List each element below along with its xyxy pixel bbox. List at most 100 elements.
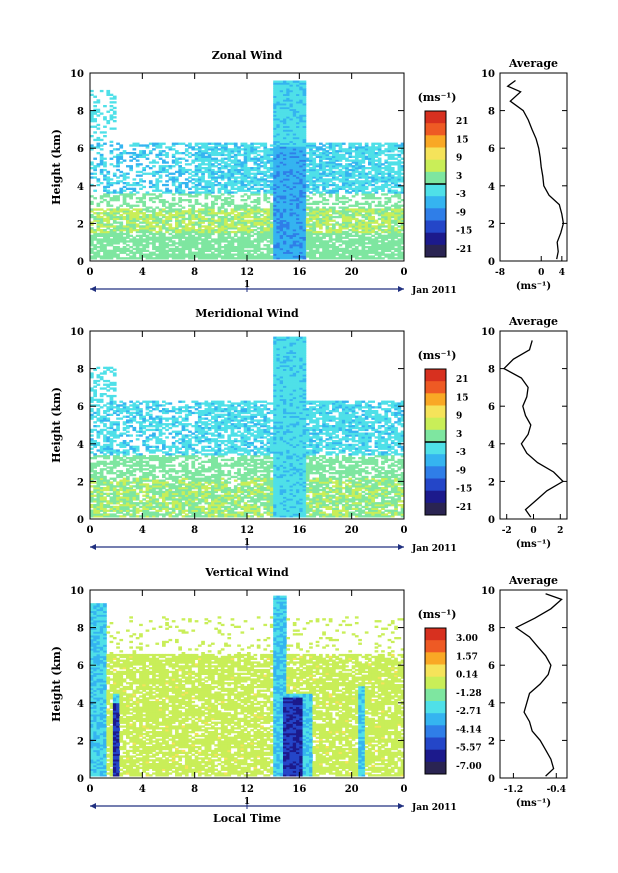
heatmap-cell — [289, 101, 294, 104]
heatmap-cell — [312, 244, 317, 247]
heatmap-cell — [152, 225, 156, 228]
heatmap-cell — [230, 255, 235, 258]
heatmap-cell — [325, 174, 330, 177]
heatmap-cell — [299, 227, 303, 230]
heatmap-cell — [243, 183, 248, 187]
heatmap-cell — [289, 185, 294, 189]
heatmap-cell — [335, 215, 339, 219]
heatmap-cell — [354, 150, 359, 153]
heatmap-cell — [299, 214, 303, 217]
heatmap-cell — [341, 257, 346, 260]
heatmap-cell — [224, 153, 228, 157]
heatmap-cell — [211, 219, 215, 222]
heatmap-cell — [322, 232, 326, 236]
heatmap-cell — [253, 219, 258, 222]
heatmap-cell — [299, 191, 303, 194]
heatmap-cell — [286, 146, 290, 149]
heatmap-cell — [319, 210, 323, 213]
heatmap-cell — [328, 168, 333, 172]
heatmap-cell — [312, 150, 317, 153]
heatmap-cell — [276, 114, 281, 117]
heatmap-cell — [220, 185, 225, 189]
heatmap-cell — [240, 230, 245, 234]
heatmap-cell — [188, 217, 192, 221]
heatmap-cell — [93, 229, 97, 232]
heatmap-cell — [338, 238, 343, 241]
heatmap-cell — [328, 161, 333, 164]
heatmap-cell — [112, 242, 117, 245]
heatmap-cell — [243, 230, 248, 234]
heatmap-cell — [191, 191, 196, 194]
heatmap-cell — [207, 193, 212, 196]
heatmap-cell — [191, 251, 196, 254]
heatmap-cell — [142, 234, 146, 237]
heatmap-cell — [93, 251, 97, 254]
heatmap-cell — [132, 214, 137, 217]
heatmap-cell — [224, 229, 228, 232]
heatmap-cell — [325, 191, 330, 194]
heatmap-cell — [328, 189, 333, 192]
heatmap-cell — [269, 217, 274, 221]
heatmap-cell — [204, 227, 209, 230]
heatmap-cell — [397, 153, 402, 157]
heatmap-cell — [197, 167, 202, 170]
profile-title: Average — [508, 57, 558, 70]
heatmap-cell — [299, 152, 303, 155]
heatmap-cell — [93, 504, 97, 507]
heatmap-cell — [368, 249, 372, 252]
heatmap-cell — [332, 144, 336, 147]
heatmap-cell — [220, 183, 225, 187]
heatmap-cell — [335, 253, 339, 256]
heatmap-cell — [283, 187, 287, 190]
heatmap-cell — [269, 227, 274, 230]
heatmap-cell — [158, 142, 163, 145]
heatmap-cell — [305, 246, 310, 249]
heatmap-cell — [325, 215, 330, 219]
heatmap-cell — [296, 88, 300, 91]
heatmap-cell — [165, 187, 169, 190]
heatmap-cell — [299, 112, 303, 115]
heatmap-cell — [341, 249, 346, 252]
heatmap-cell — [368, 206, 372, 209]
heatmap-cell — [394, 253, 398, 256]
heatmap-cell — [325, 199, 330, 202]
heatmap-cell — [368, 193, 372, 196]
heatmap-cell — [283, 103, 287, 106]
heatmap-cell — [358, 242, 362, 245]
heatmap-cell — [96, 163, 101, 166]
heatmap-cell — [109, 140, 114, 143]
heatmap-cell — [292, 217, 297, 221]
heatmap-cell — [181, 168, 186, 172]
heatmap-cell — [338, 148, 343, 151]
heatmap-cell — [269, 234, 274, 237]
heatmap-cell — [256, 244, 261, 247]
heatmap-cell — [292, 202, 297, 205]
heatmap-cell — [302, 140, 307, 143]
heatmap-cell — [260, 253, 264, 256]
heatmap-cell — [296, 197, 300, 200]
heatmap-cell — [253, 238, 258, 241]
heatmap-cell — [371, 230, 375, 234]
heatmap-cell — [341, 210, 346, 213]
heatmap-cell — [345, 236, 349, 239]
heatmap-cell — [211, 142, 215, 145]
heatmap-cell — [119, 236, 124, 239]
heatmap-cell — [181, 227, 186, 230]
heatmap-cell — [197, 178, 202, 181]
heatmap-cell — [260, 234, 264, 237]
heatmap-cell — [250, 210, 254, 213]
heatmap-cell — [220, 221, 225, 224]
heatmap-cell — [237, 165, 241, 168]
heatmap-cell — [162, 232, 166, 236]
heatmap-cell — [191, 238, 196, 241]
heatmap-cell — [96, 202, 101, 205]
heatmap-cell — [178, 152, 182, 155]
heatmap-cell — [175, 157, 179, 160]
heatmap-cell — [276, 135, 281, 138]
heatmap-cell — [217, 234, 222, 237]
heatmap-cell — [207, 230, 212, 234]
heatmap-cell — [302, 159, 307, 162]
heatmap-cell — [237, 146, 241, 149]
heatmap-cell — [116, 157, 120, 160]
heatmap-cell — [224, 210, 228, 213]
